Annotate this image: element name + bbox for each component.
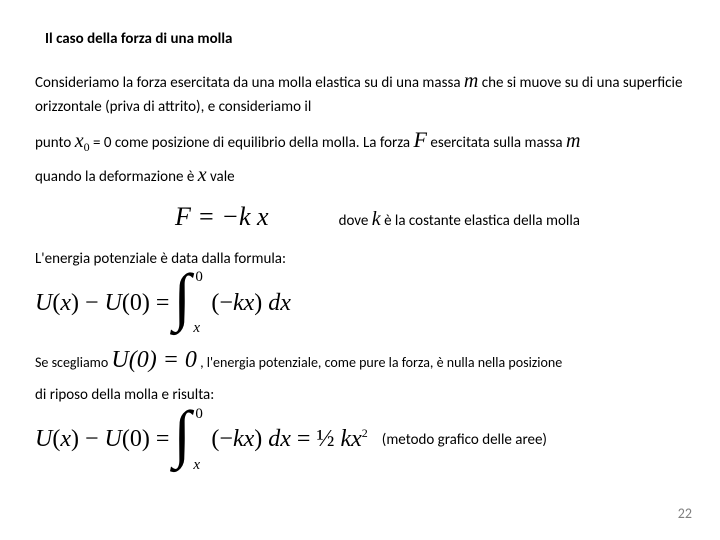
- var-x: x: [75, 130, 84, 152]
- integral-lower: x: [193, 457, 200, 474]
- text: è la costante elastica della molla: [381, 212, 580, 230]
- kx: kx: [233, 290, 254, 316]
- integral-icon: ∫: [173, 269, 191, 325]
- integral-symbol: ∫ 0 x: [173, 412, 203, 468]
- sup-2: 2: [362, 426, 368, 440]
- u0-eq-0: U(0) = 0: [111, 347, 197, 373]
- eq: =: [150, 426, 170, 452]
- text: (−: [211, 290, 233, 316]
- paragraph-3: quando la deformazione è x vale: [35, 160, 685, 190]
- text: Consideriamo la forza esercitata da una …: [35, 74, 464, 92]
- integral-body: (−kx) dx: [211, 290, 291, 317]
- U: U: [35, 290, 52, 316]
- dx: dx: [268, 426, 291, 452]
- paren: ): [71, 426, 79, 452]
- zero: (0): [122, 290, 150, 316]
- text: , l'energia potenziale, come pure la for…: [197, 354, 562, 371]
- paragraph-6: di riposo della molla e risulta:: [35, 384, 685, 407]
- text: (−: [211, 426, 233, 452]
- integral-symbol: ∫ 0 x: [173, 275, 203, 331]
- slide-title: Il caso della forza di una molla: [45, 30, 685, 48]
- x: x: [60, 426, 71, 452]
- integral-lhs: U(x) − U(0) =: [35, 290, 169, 317]
- text: dove: [339, 212, 372, 230]
- text: quando la deformazione è: [35, 168, 198, 186]
- text: ): [254, 426, 268, 452]
- integral-lhs-2: U(x) − U(0) =: [35, 426, 169, 453]
- text: Se scegliamo: [35, 354, 111, 371]
- U: U: [105, 290, 122, 316]
- kx: kx: [233, 426, 254, 452]
- integral-row-1: U(x) − U(0) = ∫ 0 x (−kx) dx: [35, 275, 685, 331]
- paragraph-2: punto x0 = 0 come posizione di equilibri…: [35, 123, 685, 156]
- method-note: (metodo grafico delle aree): [382, 431, 547, 449]
- text: vale: [207, 168, 235, 186]
- eq: = ½: [291, 426, 341, 452]
- var-m: m: [566, 130, 580, 152]
- integral-body-2: (−kx) dx = ½ kx2: [211, 426, 367, 453]
- integral-icon: ∫: [173, 406, 191, 462]
- eq: =: [150, 290, 170, 316]
- U: U: [35, 426, 52, 452]
- text: ): [254, 290, 268, 316]
- paren: ): [71, 290, 79, 316]
- integral-upper: 0: [195, 406, 203, 423]
- paragraph-5: Se scegliamo U(0) = 0 , l'energia potenz…: [35, 347, 685, 374]
- var-m: m: [464, 70, 478, 92]
- dx: dx: [268, 290, 291, 316]
- paragraph-1: Consideriamo la forza esercitata da una …: [35, 66, 685, 119]
- var-x: x: [198, 164, 207, 186]
- U: U: [105, 426, 122, 452]
- integral-row-2: U(x) − U(0) = ∫ 0 x (−kx) dx = ½ kx2 (me…: [35, 412, 685, 468]
- integral-lower: x: [193, 320, 200, 337]
- minus: −: [79, 426, 105, 452]
- var-F: F: [414, 127, 427, 152]
- x: x: [60, 290, 71, 316]
- integral-upper: 0: [195, 269, 203, 286]
- page-number: 22: [678, 505, 692, 522]
- zero: (0): [122, 426, 150, 452]
- text: esercitata sulla massa: [427, 134, 566, 152]
- text: = 0 come posizione di equilibrio della m…: [90, 134, 414, 152]
- paragraph-4: L'energia potenziale è data dalla formul…: [35, 248, 685, 271]
- var-k: k: [372, 208, 381, 230]
- text: punto: [35, 134, 75, 152]
- minus: −: [79, 290, 105, 316]
- equation-1: F = −k x: [175, 202, 269, 232]
- kx: kx: [340, 426, 361, 452]
- equation-1-note: dove k è la costante elastica della moll…: [339, 208, 580, 231]
- equation-1-row: F = −k x dove k è la costante elastica d…: [35, 202, 685, 232]
